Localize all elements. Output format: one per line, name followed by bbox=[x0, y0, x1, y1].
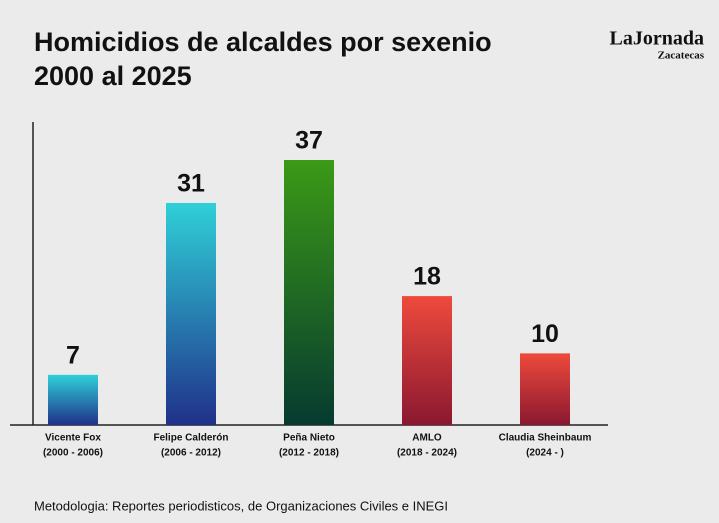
bar bbox=[284, 160, 334, 425]
bar bbox=[402, 296, 452, 425]
bar bbox=[166, 202, 216, 425]
x-tick-sublabel: (2000 - 2006) bbox=[43, 448, 103, 459]
chart-title: 2000 al 2025 bbox=[34, 61, 192, 91]
x-tick-sublabel: (2018 - 2024) bbox=[397, 448, 457, 459]
bar bbox=[520, 353, 570, 425]
value-label: 18 bbox=[413, 263, 441, 291]
bar bbox=[48, 374, 98, 425]
x-tick-sublabel: (2012 - 2018) bbox=[279, 448, 339, 459]
x-tick-label: Peña Nieto bbox=[283, 433, 335, 444]
value-label: 31 bbox=[177, 170, 205, 198]
x-tick-sublabel: (2024 - ) bbox=[526, 448, 564, 459]
logo-region: Zacatecas bbox=[658, 50, 705, 62]
value-label: 37 bbox=[295, 127, 323, 155]
logo-name: LaJornada bbox=[610, 28, 704, 50]
x-tick-label: Claudia Sheinbaum bbox=[499, 433, 592, 444]
x-tick-label: Vicente Fox bbox=[45, 433, 101, 444]
value-label: 7 bbox=[66, 341, 80, 369]
x-tick-label: Felipe Calderón bbox=[153, 433, 228, 444]
x-tick-sublabel: (2006 - 2012) bbox=[161, 448, 221, 459]
chart-title: Homicidios de alcaldes por sexenio bbox=[34, 27, 492, 57]
source-note: Metodologia: Reportes periodisticos, de … bbox=[34, 498, 448, 513]
value-label: 10 bbox=[531, 320, 559, 348]
x-tick-label: AMLO bbox=[412, 433, 442, 444]
